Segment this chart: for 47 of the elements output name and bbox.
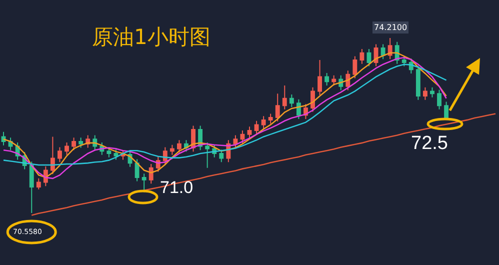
candlestick xyxy=(422,86,428,100)
candlestick xyxy=(240,130,245,144)
candlestick xyxy=(289,94,294,108)
candlestick xyxy=(29,161,34,214)
candlestick xyxy=(134,158,140,182)
candlestick xyxy=(114,149,118,160)
chart-title: 原油1小时图 xyxy=(92,25,210,49)
candlestick xyxy=(106,146,112,158)
candlestick xyxy=(318,60,322,96)
annotation: 71.0 xyxy=(160,178,194,197)
candlestick xyxy=(219,149,224,163)
candlestick xyxy=(177,140,182,154)
candlestick xyxy=(275,93,280,122)
candlestick xyxy=(142,173,146,193)
candlestick xyxy=(205,142,210,168)
candlestick xyxy=(72,137,76,151)
candlestick xyxy=(332,74,336,86)
candlestick xyxy=(444,101,449,120)
candlestick xyxy=(254,120,259,135)
candlestick xyxy=(36,178,41,190)
candlestick xyxy=(437,89,442,110)
candlestick xyxy=(346,70,350,91)
candlestick xyxy=(324,72,330,86)
candlestick xyxy=(268,113,273,124)
candlestick xyxy=(430,86,434,98)
candlestick xyxy=(78,137,84,148)
candlestick xyxy=(170,144,174,156)
candlestick xyxy=(310,86,315,112)
candlestick xyxy=(50,136,55,175)
candlestick xyxy=(416,65,420,100)
candlestick xyxy=(233,134,238,148)
candlestick xyxy=(148,164,154,184)
candlestick xyxy=(261,116,266,130)
candlestick xyxy=(366,48,372,67)
candlestick xyxy=(388,38,392,60)
candlestick xyxy=(247,126,252,139)
candlestick xyxy=(352,56,358,79)
annotation: 74.2100 xyxy=(374,23,408,32)
candlestick xyxy=(402,56,406,67)
candlestick xyxy=(1,131,6,146)
candlestick xyxy=(360,48,364,64)
candlestick xyxy=(380,44,386,60)
candlestick xyxy=(296,98,301,120)
candlestick xyxy=(64,142,69,156)
annotation: 72.5 xyxy=(411,133,448,154)
candlestick xyxy=(58,146,62,163)
candlestick xyxy=(282,84,287,110)
